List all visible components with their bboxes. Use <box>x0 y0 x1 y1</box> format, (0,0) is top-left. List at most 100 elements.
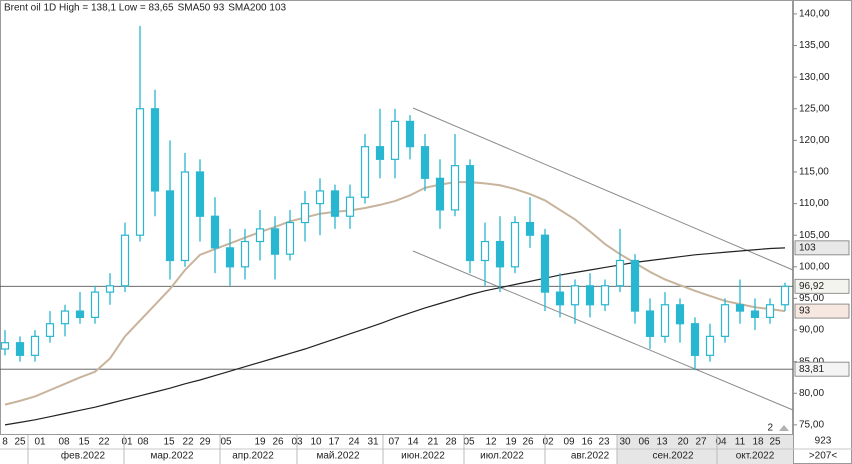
candle-body <box>150 108 160 192</box>
candle-body <box>240 240 250 268</box>
candle-body <box>735 304 745 312</box>
y-tick-label: 80,00 <box>799 388 824 399</box>
x-tick-label: 02 <box>542 437 554 448</box>
channel-upper <box>412 107 794 271</box>
candle-body <box>765 304 775 318</box>
candle-body <box>495 240 505 268</box>
x-tick-label: 30 <box>619 437 631 448</box>
x-tick-label: 19 <box>254 437 266 448</box>
x-tick-label: 27 <box>695 437 707 448</box>
candle-body <box>75 310 85 318</box>
candle-body <box>285 221 295 255</box>
candle-body <box>465 165 475 262</box>
price-tag <box>794 361 850 377</box>
y-tick-label: 90,00 <box>799 325 824 336</box>
price-tag-label: 96,92 <box>799 281 824 292</box>
x-tick-label: 22 <box>98 437 110 448</box>
candle-body <box>135 108 145 236</box>
candle-body <box>450 165 460 211</box>
candle-body <box>300 202 310 224</box>
candle-body <box>330 190 340 217</box>
month-label: мар.2022 <box>150 451 193 462</box>
x-tick-label: 04 <box>715 437 727 448</box>
price-tag <box>794 303 850 319</box>
x-tick-label: 06 <box>638 437 650 448</box>
x-tick-label: 01 <box>121 437 133 448</box>
x-tick-label: 07 <box>388 437 400 448</box>
candle-body <box>210 215 220 249</box>
x-tick-label: 14 <box>407 437 419 448</box>
y-tick-label: 95,00 <box>799 293 824 304</box>
x-tick-label: 08 <box>137 437 149 448</box>
month-label: окт.2022 <box>736 451 775 462</box>
y-tick-label: 115,00 <box>799 167 829 178</box>
candle-body <box>90 291 100 318</box>
month-label: июл.2022 <box>480 451 524 462</box>
x-tick-label: 28 <box>445 437 457 448</box>
y-tick-label: 135,00 <box>799 40 830 51</box>
price-tag-label: 93 <box>799 306 811 317</box>
corner-label: >207< <box>809 451 838 462</box>
x-tick-label: 15 <box>163 437 175 448</box>
x-tick-label: 22 <box>182 437 194 448</box>
x-tick-label: 15 <box>78 437 90 448</box>
candle-body <box>480 240 490 262</box>
candle-body <box>600 285 610 306</box>
candle-body <box>615 259 625 287</box>
candle-body <box>705 335 715 356</box>
candle-body <box>540 234 550 293</box>
y-tick-label: 105,00 <box>799 230 830 241</box>
x-tick-label: 09 <box>563 437 575 448</box>
candle-body <box>570 285 580 306</box>
candle-body <box>720 304 730 337</box>
candle-body <box>630 259 640 312</box>
y-tick-label: 120,00 <box>799 135 830 146</box>
y-tick-label: 140,00 <box>799 9 830 20</box>
x-tick-label: 08 <box>58 437 70 448</box>
x-tick-label: 16 <box>581 437 593 448</box>
candle-body <box>645 310 655 337</box>
x-tick-label: 29 <box>199 437 211 448</box>
candle-body <box>195 171 205 217</box>
x-tick-label: 12 <box>485 437 497 448</box>
candle-body <box>390 120 400 160</box>
x-tick-label: 25 <box>14 437 26 448</box>
x-tick-label: 24 <box>348 437 360 448</box>
x-tick-label: 18 <box>752 437 764 448</box>
month-label: май.2022 <box>316 451 359 462</box>
channel-lower <box>412 250 794 411</box>
x-tick-label: 21 <box>427 437 439 448</box>
x-tick-label: 13 <box>656 437 668 448</box>
x-tick-label: 26 <box>522 437 534 448</box>
candle-body <box>270 228 280 255</box>
candle-body <box>375 146 385 160</box>
candle-body <box>360 146 370 198</box>
candle-body <box>510 221 520 268</box>
page-arrow <box>779 425 789 431</box>
x-tick-label: 17 <box>328 437 340 448</box>
price-tag <box>794 240 850 256</box>
candle-body <box>30 335 40 356</box>
candle-body <box>420 146 430 179</box>
moving-average <box>4 247 786 426</box>
month-label: фев.2022 <box>61 450 106 462</box>
candle-body <box>255 228 265 243</box>
x-tick-label: 05 <box>220 437 232 448</box>
legend-entry: Brent oil 1D High = 138,1 Low = 83,65 <box>4 3 174 14</box>
x-tick-label: 8 <box>2 437 8 448</box>
month-label: авг.2022 <box>571 451 610 462</box>
x-tick-label: 31 <box>367 437 379 448</box>
plot-frame <box>0 0 793 435</box>
candle-body <box>120 234 130 287</box>
candle-body <box>15 342 25 356</box>
y-tick-label: 100,00 <box>799 261 830 272</box>
x-tick-label: 11 <box>735 437 746 448</box>
candle-body <box>0 342 10 350</box>
x-tick-label: 19 <box>505 437 517 448</box>
x-tick-label: 20 <box>677 437 689 448</box>
x-tick-label: 10 <box>310 437 322 448</box>
y-tick-label: 130,00 <box>799 72 830 83</box>
moving-average <box>4 181 786 406</box>
price-tag <box>794 278 850 294</box>
